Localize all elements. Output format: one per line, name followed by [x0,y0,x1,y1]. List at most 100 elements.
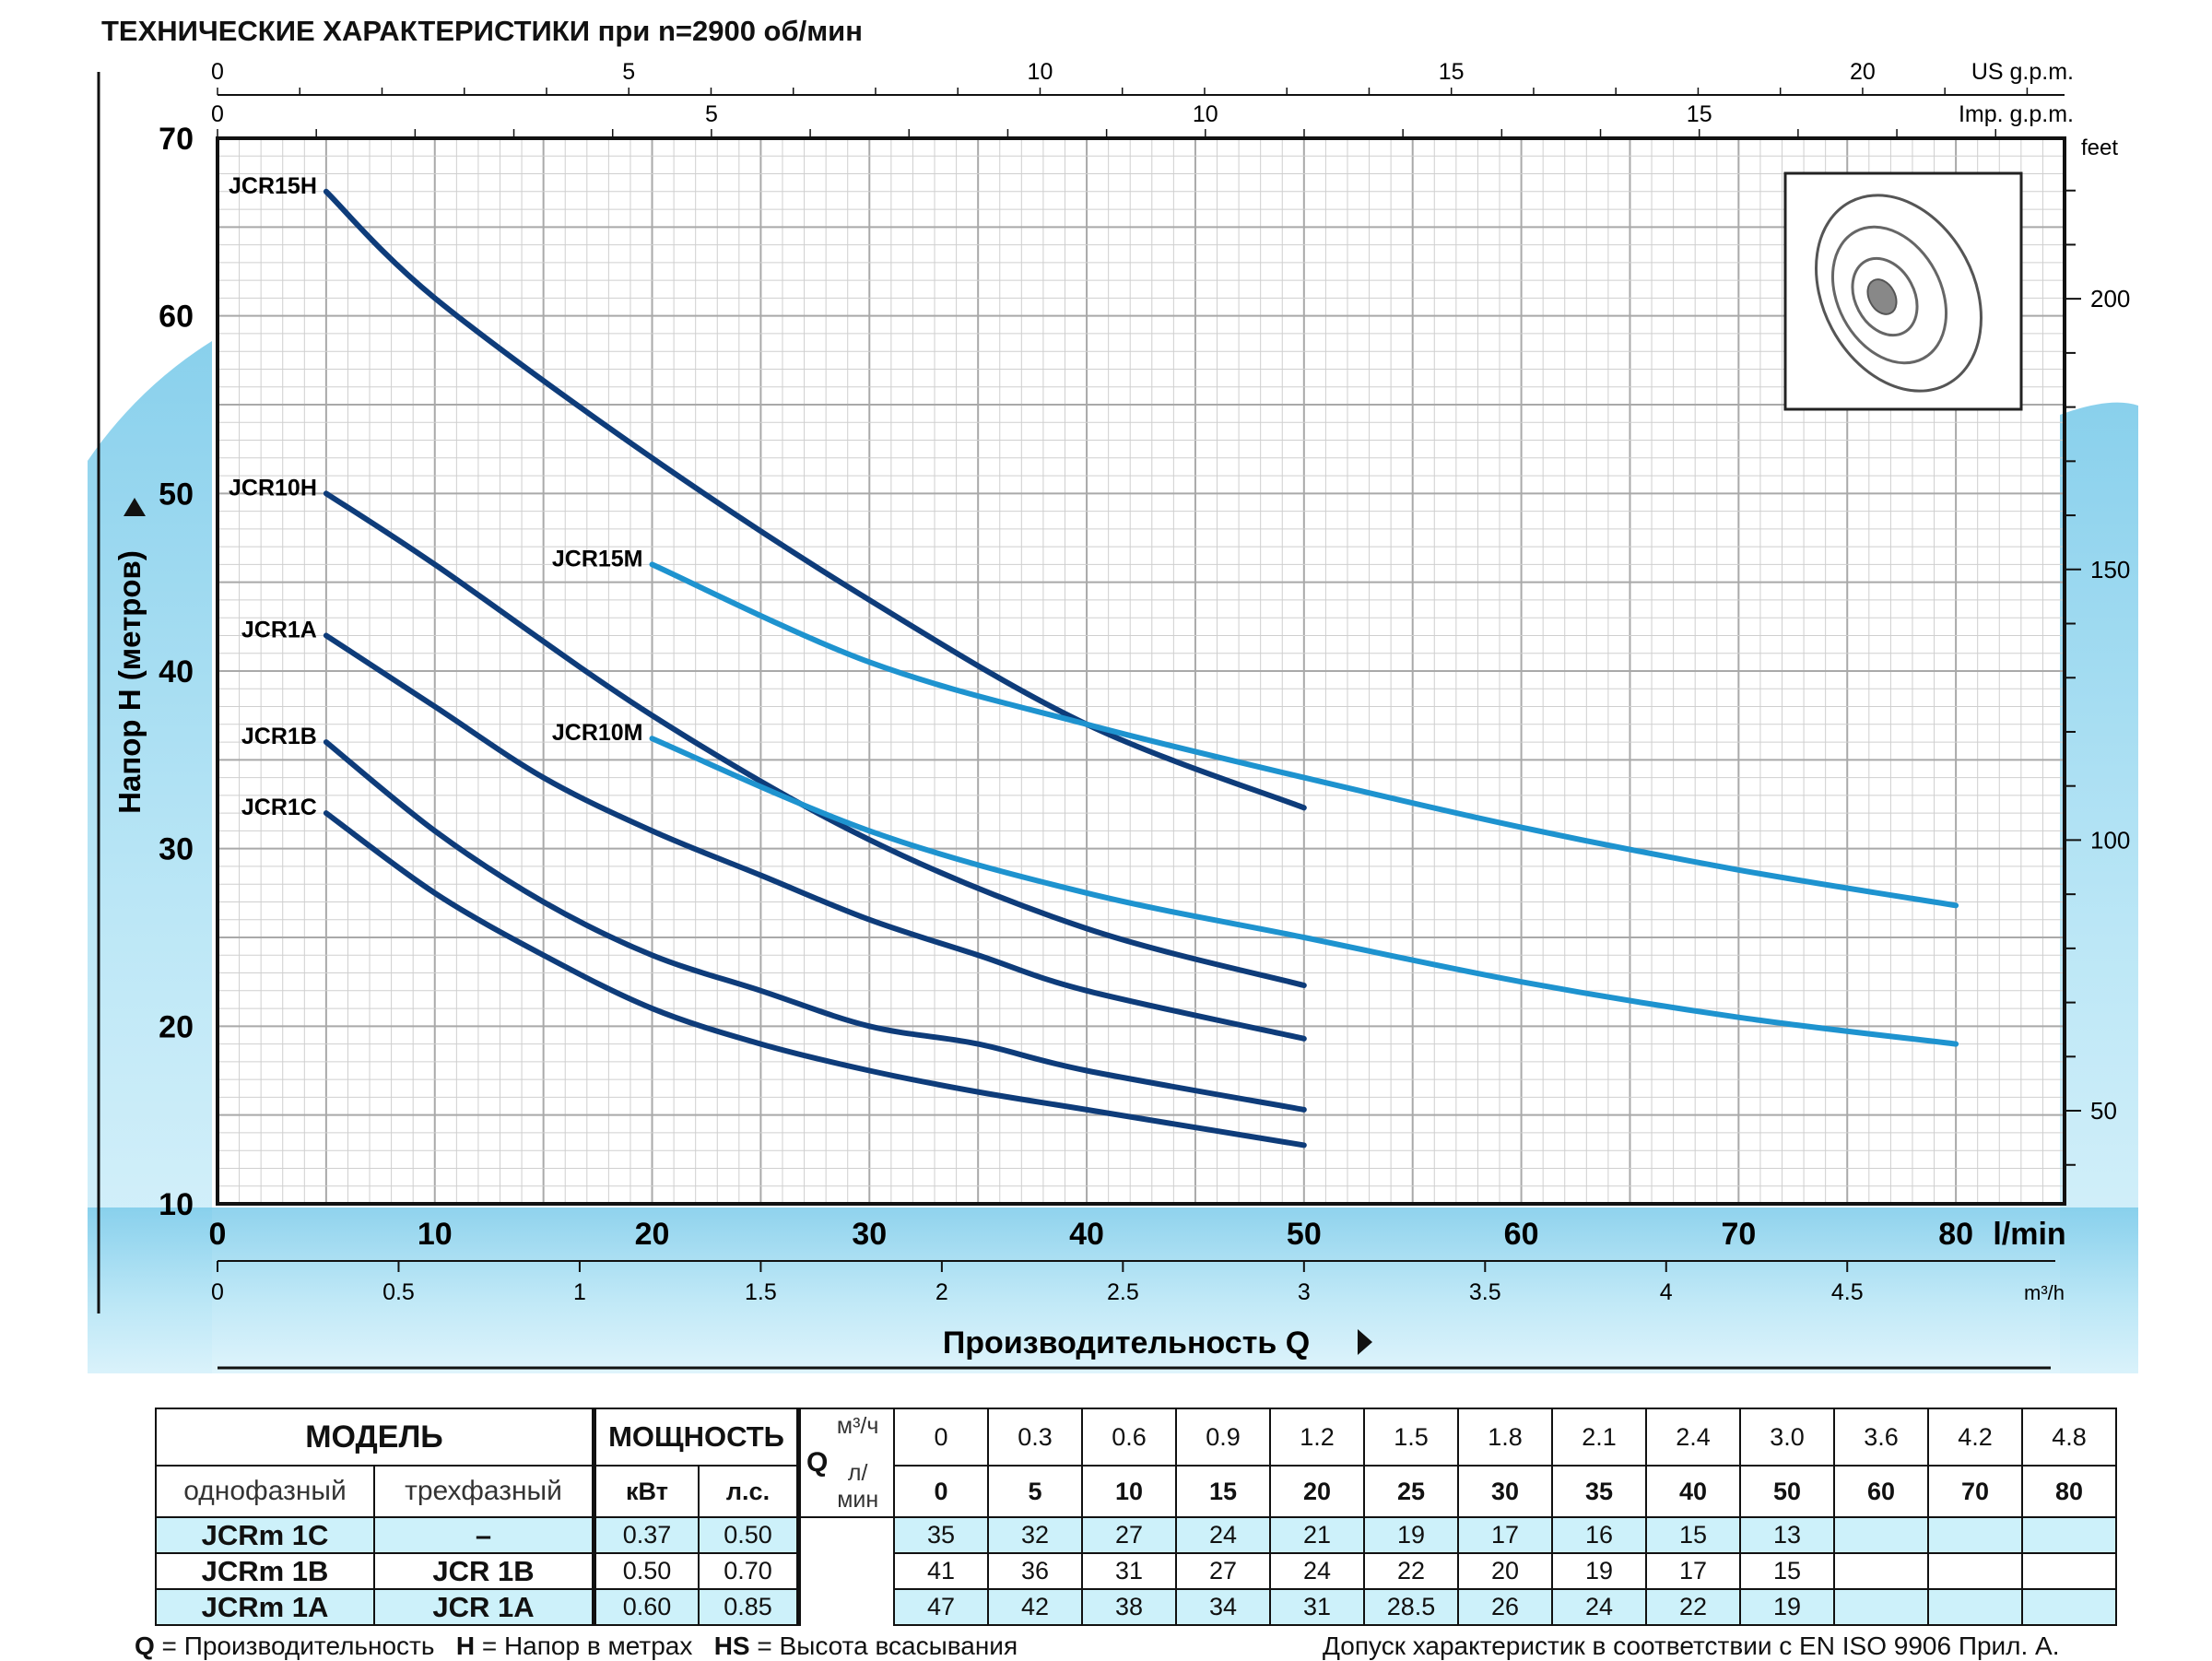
us-gpm-tick-label: 15 [1439,59,1465,85]
x-tick-label: 30 [852,1217,887,1252]
feet-tick-label: 100 [2090,826,2130,854]
hs-key: HS [713,1632,750,1660]
q-m3h-value: 1.8 [1457,1408,1553,1467]
head-value: 28.5 [1363,1588,1459,1626]
q-spacer [796,1517,895,1553]
feet-tick-label: 150 [2090,556,2130,583]
series-label-jcr15m: JCR15M [552,546,643,571]
model-header: МОДЕЛЬ [155,1408,595,1467]
model-single-phase: JCRm 1A [155,1588,375,1626]
x-tick-label: 80 [1938,1217,1973,1252]
head-value [1927,1552,2023,1590]
head-value: 31 [1269,1588,1365,1626]
head-value: 17 [1645,1552,1741,1590]
model-single-phase: JCRm 1B [155,1552,375,1590]
x-axis-arrow-icon [1358,1329,1372,1355]
q-m3h-value: 3.6 [1833,1408,1929,1467]
us-gpm-tick-label: 20 [1850,59,1876,85]
power-kw: 0.50 [592,1552,700,1590]
q-m3h-value: 3.0 [1739,1408,1835,1467]
q-lmin-value: 50 [1739,1465,1835,1518]
series-line-jcr15m [649,561,1959,909]
y-tick-label: 70 [159,122,194,157]
model-single-phase: JCRm 1C [155,1516,375,1554]
y-tick-label: 40 [159,654,194,689]
x-tick-label: 50 [1287,1217,1322,1252]
head-value: 15 [1645,1516,1741,1554]
h-text: = Напор в метрах [475,1632,693,1660]
m3h-tick-label: 2 [935,1279,948,1305]
q-lmin-value: 10 [1081,1465,1177,1518]
head-value: 27 [1175,1552,1271,1590]
series-label-jcr1c: JCR1C [241,795,317,820]
series-line-jcr1b [323,739,1307,1113]
y-axis-arrow-icon [124,498,146,516]
m3h-tick-label: 0.5 [382,1279,415,1305]
us-gpm-tick-label: 10 [1028,59,1053,85]
imp-gpm-tick-label: 15 [1687,101,1712,127]
head-value: 38 [1081,1588,1177,1626]
head-value [2021,1588,2117,1626]
head-value: 24 [1551,1588,1647,1626]
m3h-tick-label: 3.5 [1469,1279,1501,1305]
table-row: JCRm 1C –0.37 0.50 35 32 27 24 21 19 17 16 15 13 [155,1516,2117,1554]
series-line-jcr1a [323,632,1307,1042]
series-line-jcr10m [649,736,1959,1047]
feet-unit-label: feet [2081,135,2118,160]
q-m3h-value: 4.2 [1927,1408,2023,1467]
head-value: 13 [1739,1516,1835,1554]
three-phase-header: трехфазный [373,1465,595,1518]
imp-gpm-unit-label: Imp. g.p.m. [1959,101,2074,127]
q-spacer [796,1553,895,1589]
q-m3h-value: 0 [893,1408,989,1467]
plot-frame [216,136,2066,1206]
q-lmin-value: 15 [1175,1465,1271,1518]
imp-gpm-tick-label: 5 [705,101,718,127]
m3h-tick-label: 1.5 [745,1279,777,1305]
m3h-unit: м³/ч [836,1412,879,1439]
series-label-jcr10h: JCR10H [229,475,317,501]
m3h-tick-label: 4.5 [1831,1279,1864,1305]
head-value [2021,1516,2117,1554]
head-value: 32 [987,1516,1083,1554]
x-tick-label: 0 [209,1217,227,1252]
head-value: 24 [1175,1516,1271,1554]
x-tick-label: 10 [418,1217,453,1252]
model-three-phase: JCR 1A [373,1588,595,1626]
table-subheader-row: однофазный трехфазный кВт л.с. 0 5 10 15 20 25 30 3… [155,1465,2117,1518]
x-tick-label: 20 [635,1217,670,1252]
head-value [1833,1516,1929,1554]
us-gpm-tick-label: 0 [211,59,224,85]
q-lmin-value: 40 [1645,1465,1741,1518]
q-lmin-value: 60 [1833,1465,1929,1518]
q-spacer [796,1589,895,1625]
head-value [1927,1588,2023,1626]
model-three-phase: JCR 1B [373,1552,595,1590]
head-value: 26 [1457,1588,1553,1626]
q-m3h-value: 0.6 [1081,1408,1177,1467]
footer-legend: Q = Производительность H = Напор в метра… [135,1632,1018,1661]
q-m3h-value: 4.8 [2021,1408,2117,1467]
q-lmin-value: 80 [2021,1465,2117,1518]
x-axis-label: Производительность Q [943,1325,1310,1361]
model-three-phase: – [373,1516,595,1554]
feet-tick-label: 50 [2090,1097,2117,1125]
hs-text: = Высота всасывания [749,1632,1018,1660]
hp-header: л.с. [698,1465,800,1518]
head-value [1833,1588,1929,1626]
head-value: 20 [1457,1552,1553,1590]
m3h-tick-label: 3 [1298,1279,1311,1305]
q-m3h-value: 2.4 [1645,1408,1741,1467]
series-label-jcr1b: JCR1B [241,724,317,749]
head-value: 22 [1645,1588,1741,1626]
chart-grid [218,138,2065,1204]
water-background [88,341,2138,1374]
head-value [1927,1516,2023,1554]
imp-gpm-tick-label: 10 [1193,101,1218,127]
head-value [1833,1552,1929,1590]
head-value: 17 [1457,1516,1553,1554]
